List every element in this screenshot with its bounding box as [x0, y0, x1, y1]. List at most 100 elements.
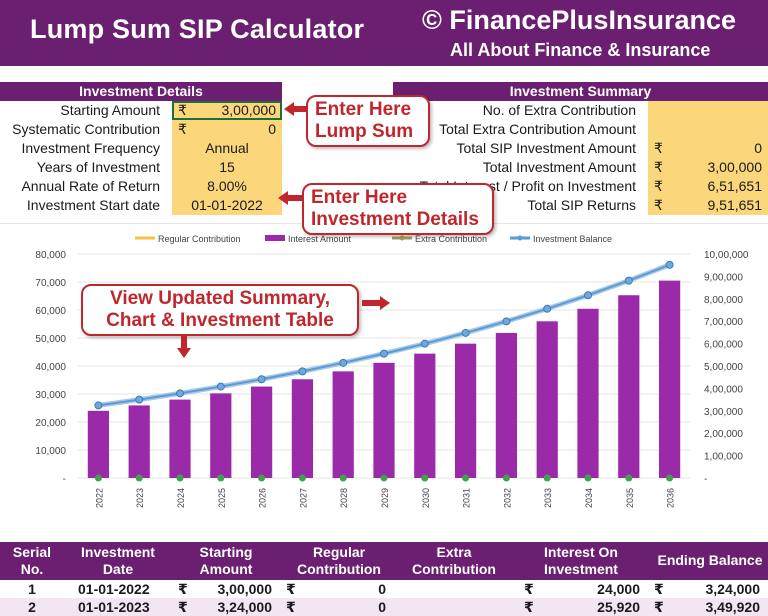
balance-point: [176, 389, 184, 398]
rupee-icon: ₹: [178, 599, 188, 615]
systematic-contribution-input[interactable]: ₹0: [172, 120, 282, 139]
rupee-icon: ₹: [178, 102, 187, 118]
extra-contribution-point: [298, 474, 306, 482]
interest-bar: [536, 321, 558, 478]
years-of-investment-value: 15: [219, 159, 235, 175]
starting-amount-input[interactable]: ₹3,00,000: [172, 101, 282, 120]
total-sip-investment-amount-label: Total SIP Investment Amount: [456, 140, 636, 156]
interest-bar: [577, 308, 599, 478]
investment-frequency-input[interactable]: Annual: [172, 139, 282, 158]
table-row: 1 01-01-2022 ₹3,00,000 ₹0 ₹24,000 ₹3,24,000: [0, 580, 768, 598]
x-tick-label: 2024: [176, 488, 186, 508]
interest-bar: [169, 399, 191, 478]
interest-bar: [291, 379, 314, 478]
table-header-line-2: Amount: [199, 561, 253, 577]
no-of-extra-contribution-label: No. of Extra Contribution: [482, 102, 636, 118]
y-right-tick-label: 1,00,000: [704, 452, 743, 463]
years-of-investment-input[interactable]: 15: [172, 158, 282, 177]
regular-cell: 0: [378, 581, 386, 597]
extra-contribution-point: [339, 474, 347, 482]
investment-start-date-input[interactable]: 01-01-2022: [172, 196, 282, 215]
legend-label: Interest Amount: [288, 234, 352, 244]
table-row: 2 01-01-2023 ₹3,24,000 ₹0 ₹25,920 ₹3,49,920: [0, 598, 768, 616]
balance-point: [584, 291, 592, 300]
chart-svg: - 10,000 20,000 30,000 40,000 50,000 60,000 70,…: [35, 234, 749, 508]
y-left-tick-label: 20,000: [35, 418, 66, 429]
extra-contribution-point: [176, 474, 184, 482]
y-left-tick-label: 50,000: [35, 334, 66, 345]
details-callout-line-1: Enter Here: [311, 187, 408, 208]
table-header-line-1: Interest On: [544, 544, 618, 560]
legend-marker: [517, 235, 523, 241]
rupee-icon: ₹: [654, 178, 663, 194]
y-left-tick-label: 80,000: [35, 250, 66, 261]
y-right-tick-label: 6,00,000: [704, 340, 743, 351]
legend-label: Regular Contribution: [158, 234, 241, 244]
annual-rate-of-return-label: Annual Rate of Return: [21, 178, 160, 194]
serial-cell: 2: [28, 599, 36, 615]
rupee-icon: ₹: [654, 159, 663, 175]
table-header-0: Serial No.: [0, 544, 64, 578]
interest-bar: [332, 371, 354, 478]
y-right-tick-label: 9,00,000: [704, 272, 743, 283]
balance-point: [94, 401, 103, 410]
x-tick-label: 2036: [666, 488, 676, 508]
x-tick-label: 2022: [94, 488, 104, 508]
table-header-line-1: Ending Balance: [657, 552, 763, 568]
rupee-icon: ₹: [286, 599, 296, 615]
lump-sum-callout: Enter Here Lump Sum: [306, 95, 430, 147]
rupee-icon: ₹: [178, 121, 187, 137]
table-header-3: Regular Contribution: [280, 544, 398, 578]
x-tick-label: 2028: [339, 488, 349, 508]
investment-table-header: Serial No. Investment Date Starting Amount Reg…: [0, 542, 768, 580]
total-sip-returns-value: 9,51,651: [707, 197, 763, 213]
lump-sum-arrow-icon: [284, 102, 308, 116]
table-header-line-2: Investment: [544, 561, 618, 577]
balance-point: [380, 349, 388, 358]
regular-cell: 0: [378, 599, 386, 615]
investment-frequency-value: Annual: [205, 140, 249, 156]
starting-amount-label: Starting Amount: [60, 102, 160, 118]
y-right-tick-label: 3,00,000: [704, 407, 743, 418]
x-tick-label: 2034: [584, 488, 594, 508]
lump-sum-callout-line-1: Enter Here: [315, 99, 412, 120]
table-header-line-1: Regular: [312, 544, 366, 560]
total-sip-returns-value-cell: ₹9,51,651: [648, 196, 768, 215]
years-of-investment-label: Years of Investment: [36, 159, 160, 175]
interest-bar: [250, 386, 273, 478]
interest-bar: [87, 410, 110, 478]
legend-label: Investment Balance: [533, 234, 612, 244]
y-left-tick-label: 70,000: [35, 278, 66, 289]
balance-point: [420, 339, 429, 348]
extra-contribution-point: [380, 474, 388, 482]
extra-contribution-point: [462, 474, 470, 482]
extra-contribution-point: [584, 474, 592, 482]
table-header-line-2: Contribution: [297, 561, 381, 577]
balance-point: [461, 328, 470, 337]
total-sip-investment-amount-value: 0: [754, 140, 762, 156]
investment-start-date-label: Investment Start date: [26, 197, 160, 213]
interest-bar: [373, 362, 395, 478]
table-header-1: Investment Date: [64, 544, 172, 578]
annual-rate-of-return-input[interactable]: 8.00%: [172, 177, 282, 196]
summary-callout: View Updated Summary, Chart & Investment…: [81, 284, 359, 336]
y-left-tick-label: 60,000: [35, 306, 66, 317]
investment-summary-heading: Investment Summary: [393, 82, 768, 101]
total-extra-contribution-amount-label: Total Extra Contribution Amount: [439, 121, 636, 137]
rupee-icon: ₹: [654, 581, 664, 597]
rupee-icon: ₹: [654, 197, 663, 213]
interest-bar: [618, 295, 640, 478]
ending-cell: 3,49,920: [705, 599, 761, 615]
summary-arrow-right-icon: [362, 296, 390, 310]
x-tick-label: 2026: [258, 488, 268, 508]
extra-contribution-point: [666, 474, 674, 482]
legend-marker: [399, 235, 405, 241]
total-interest-profit-on-investment-value: 6,51,651: [707, 178, 763, 194]
table-header-line-2: Contribution: [412, 561, 496, 577]
x-tick-label: 2030: [421, 488, 431, 508]
starting-amount-value: 3,00,000: [221, 102, 277, 118]
total-extra-contribution-amount-value-cell: [648, 120, 768, 139]
extra-contribution-point: [543, 474, 551, 482]
y-right-tick-label: 4,00,000: [704, 384, 743, 395]
table-header-2: Starting Amount: [172, 544, 280, 578]
